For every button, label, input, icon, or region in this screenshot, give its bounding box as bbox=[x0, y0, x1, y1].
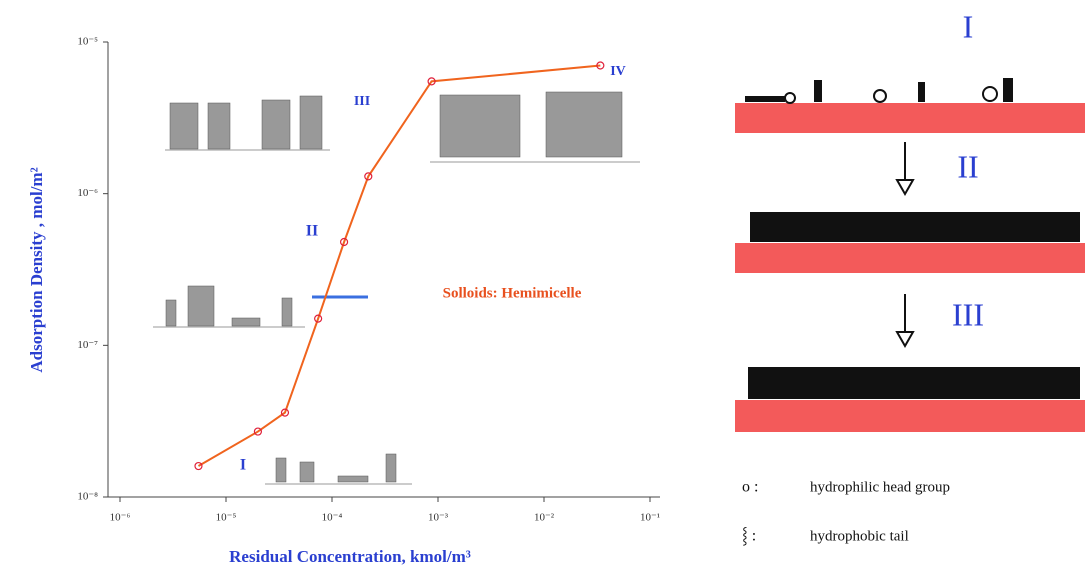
diagram bbox=[735, 78, 1085, 432]
x-tick-label: 10⁻² bbox=[534, 512, 555, 524]
stage-label: II bbox=[957, 148, 978, 184]
y-axis-title: Adsorption Density , mol/m² bbox=[27, 167, 46, 372]
data-point bbox=[280, 408, 290, 417]
y-tick-label: 10⁻⁸ bbox=[77, 491, 98, 503]
data-point bbox=[253, 427, 263, 436]
data-line bbox=[197, 64, 601, 467]
y-tick-label: 10⁻⁶ bbox=[77, 187, 98, 199]
data-point bbox=[314, 314, 323, 323]
legend-symbol: o : bbox=[742, 479, 758, 496]
legend-text: hydrophobic tail bbox=[810, 528, 909, 544]
stage-label: I bbox=[963, 8, 974, 44]
data-point bbox=[364, 172, 373, 181]
annotation: I bbox=[240, 457, 246, 474]
annotation: IV bbox=[610, 64, 626, 79]
data-point bbox=[339, 237, 349, 247]
data-point bbox=[427, 77, 436, 86]
y-tick-label: 10⁻⁷ bbox=[77, 339, 98, 351]
data-point bbox=[194, 461, 203, 471]
data-point bbox=[596, 61, 605, 70]
legend-text: hydrophilic head group bbox=[810, 479, 950, 495]
annotation: III bbox=[354, 94, 370, 109]
y-tick-label: 10⁻⁵ bbox=[77, 36, 98, 48]
axes bbox=[107, 42, 660, 498]
legend-symbol: ⸾ : bbox=[742, 527, 756, 547]
micelle-sketches bbox=[153, 91, 640, 485]
x-tick-label: 10⁻⁴ bbox=[322, 512, 343, 524]
x-tick-label: 10⁻⁵ bbox=[216, 512, 237, 524]
stage-label: III bbox=[952, 296, 984, 332]
x-tick-label: 10⁻¹ bbox=[640, 512, 660, 524]
annotation: Solloids: Hemimicelle bbox=[443, 285, 582, 301]
x-tick-label: 10⁻⁶ bbox=[110, 512, 131, 524]
annotation: II bbox=[306, 223, 318, 240]
x-tick-label: 10⁻³ bbox=[428, 512, 449, 524]
x-axis-title: Residual Concentration, kmol/m³ bbox=[229, 547, 471, 566]
